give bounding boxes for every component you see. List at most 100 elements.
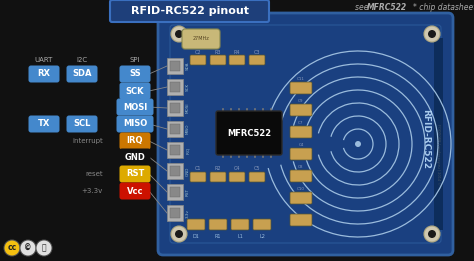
Text: SDA: SDA: [186, 62, 190, 70]
Text: C2: C2: [195, 50, 201, 55]
FancyBboxPatch shape: [28, 116, 60, 133]
Text: I2C: I2C: [76, 57, 88, 63]
FancyBboxPatch shape: [167, 163, 183, 179]
Text: C9: C9: [298, 99, 304, 103]
Text: C4: C4: [298, 143, 304, 147]
Text: Vcc: Vcc: [127, 187, 143, 195]
Text: L2: L2: [259, 234, 265, 240]
Text: see: see: [355, 3, 371, 13]
Text: C4: C4: [234, 167, 240, 171]
Circle shape: [36, 240, 52, 256]
FancyBboxPatch shape: [190, 55, 206, 65]
FancyBboxPatch shape: [66, 66, 98, 82]
Text: MOSI: MOSI: [186, 103, 190, 113]
FancyBboxPatch shape: [290, 104, 312, 116]
FancyBboxPatch shape: [249, 172, 265, 182]
FancyBboxPatch shape: [170, 145, 180, 155]
Text: R3: R3: [215, 50, 221, 55]
FancyBboxPatch shape: [249, 55, 265, 65]
Text: SPI: SPI: [130, 57, 140, 63]
FancyBboxPatch shape: [290, 82, 312, 94]
FancyBboxPatch shape: [290, 126, 312, 138]
FancyBboxPatch shape: [209, 219, 227, 230]
Text: GND: GND: [186, 166, 190, 176]
Text: SDA: SDA: [72, 69, 92, 79]
Text: ⃝: ⃝: [42, 244, 46, 252]
FancyBboxPatch shape: [170, 103, 180, 113]
FancyBboxPatch shape: [28, 66, 60, 82]
FancyBboxPatch shape: [170, 82, 180, 92]
Text: RX: RX: [37, 69, 51, 79]
Text: UART: UART: [35, 57, 53, 63]
FancyBboxPatch shape: [290, 192, 312, 204]
FancyBboxPatch shape: [170, 124, 180, 134]
Text: SCL: SCL: [73, 120, 91, 128]
FancyBboxPatch shape: [216, 111, 282, 155]
FancyBboxPatch shape: [229, 55, 245, 65]
Text: FOODGER | makerspy.eu | 2014 ©: FOODGER | makerspy.eu | 2014 ©: [436, 123, 440, 185]
FancyBboxPatch shape: [167, 142, 183, 158]
Text: 3.3v: 3.3v: [186, 209, 190, 217]
FancyBboxPatch shape: [290, 170, 312, 182]
Text: MFRC522: MFRC522: [367, 3, 407, 13]
Circle shape: [175, 30, 183, 38]
FancyBboxPatch shape: [187, 219, 205, 230]
FancyBboxPatch shape: [167, 184, 183, 200]
Text: C3: C3: [254, 50, 260, 55]
Text: C1: C1: [195, 167, 201, 171]
Text: C8: C8: [298, 165, 304, 169]
Text: cc: cc: [8, 244, 17, 252]
Text: RFID-RC522: RFID-RC522: [421, 109, 430, 169]
Text: reset: reset: [85, 171, 103, 177]
Text: C5: C5: [254, 167, 260, 171]
FancyBboxPatch shape: [119, 133, 151, 150]
FancyBboxPatch shape: [119, 182, 151, 199]
Text: RST: RST: [126, 169, 144, 179]
Text: * chip datasheet: * chip datasheet: [413, 3, 474, 13]
FancyBboxPatch shape: [210, 172, 226, 182]
FancyBboxPatch shape: [290, 148, 312, 160]
FancyBboxPatch shape: [210, 55, 226, 65]
FancyBboxPatch shape: [170, 166, 180, 176]
Text: C10: C10: [297, 187, 305, 191]
FancyBboxPatch shape: [170, 208, 180, 218]
FancyBboxPatch shape: [66, 116, 98, 133]
Text: D1: D1: [192, 234, 200, 240]
FancyBboxPatch shape: [290, 214, 312, 226]
Text: R4: R4: [234, 50, 240, 55]
FancyBboxPatch shape: [119, 165, 151, 182]
FancyBboxPatch shape: [182, 29, 220, 49]
FancyBboxPatch shape: [119, 66, 151, 82]
Text: C11: C11: [297, 77, 305, 81]
Circle shape: [175, 230, 183, 238]
Text: ©: ©: [24, 244, 32, 252]
FancyBboxPatch shape: [231, 219, 249, 230]
Text: C7: C7: [298, 121, 304, 125]
FancyBboxPatch shape: [190, 172, 206, 182]
Text: IRQ: IRQ: [186, 146, 190, 154]
Circle shape: [171, 26, 187, 42]
Text: R1: R1: [215, 234, 221, 240]
Text: SS: SS: [129, 69, 141, 79]
Text: RST: RST: [186, 188, 190, 196]
Text: MOSI: MOSI: [123, 103, 147, 111]
FancyBboxPatch shape: [434, 38, 443, 230]
Circle shape: [424, 26, 440, 42]
Text: L1: L1: [237, 234, 243, 240]
FancyBboxPatch shape: [167, 100, 183, 116]
Circle shape: [4, 240, 20, 256]
FancyBboxPatch shape: [170, 61, 180, 71]
Text: IRQ: IRQ: [127, 137, 143, 145]
Text: GND: GND: [125, 152, 146, 162]
FancyBboxPatch shape: [117, 116, 154, 133]
FancyBboxPatch shape: [170, 187, 180, 197]
Text: 27MHz: 27MHz: [192, 37, 210, 41]
FancyBboxPatch shape: [167, 79, 183, 95]
Text: MFRC522: MFRC522: [227, 128, 271, 138]
FancyBboxPatch shape: [110, 0, 269, 22]
Text: RFID-RC522 pinout: RFID-RC522 pinout: [131, 6, 249, 16]
FancyBboxPatch shape: [167, 58, 183, 74]
FancyBboxPatch shape: [119, 82, 151, 99]
Circle shape: [355, 141, 361, 147]
Text: SCK: SCK: [186, 83, 190, 91]
